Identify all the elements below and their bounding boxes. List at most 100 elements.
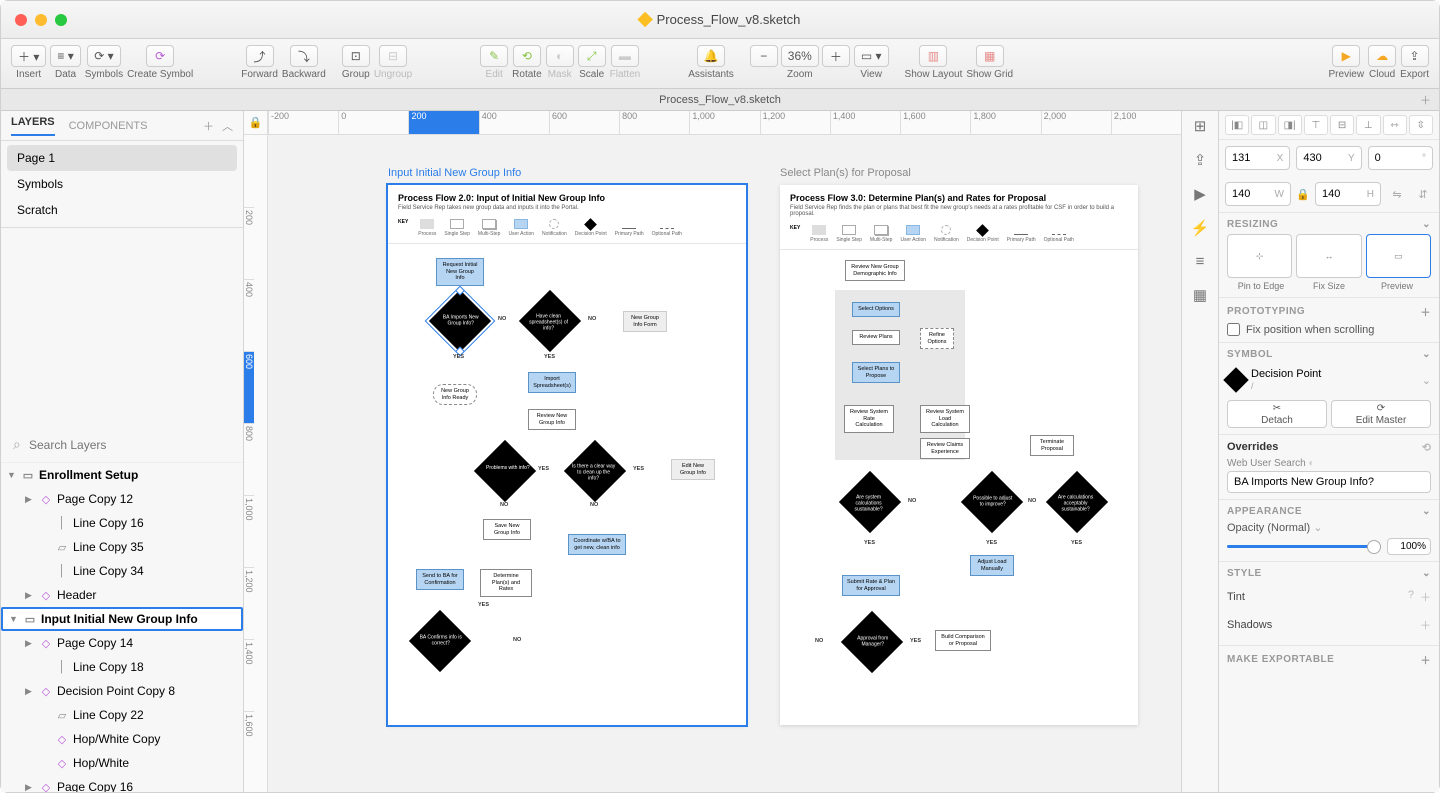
assistants-button[interactable]: 🔔 [697,45,726,67]
search-layers-input[interactable] [9,434,235,456]
preview-button[interactable]: ▶ [1332,45,1360,67]
tab-layers[interactable]: LAYERS [11,116,55,136]
artboard-select-plans[interactable]: Select Plan(s) for Proposal Process Flow… [780,185,1138,725]
detach-button[interactable]: ✂Detach [1227,400,1327,428]
layer-row[interactable]: ▼▭Enrollment Setup [1,463,243,487]
zoom-out-button[interactable]: − [750,45,778,67]
override-input[interactable] [1227,471,1431,493]
chevron-down-icon[interactable]: ⌄ [1422,349,1431,360]
layer-row[interactable]: ▶◇Header [1,583,243,607]
upload-icon[interactable]: ⇪ [1194,151,1207,169]
add-icon[interactable]: ＋ [1420,589,1431,605]
align-vcenter-icon[interactable]: ⊟ [1330,115,1354,135]
rotate-button[interactable]: ⟲ [513,45,541,67]
reset-icon[interactable]: ⟲ [1422,441,1431,454]
grid-icon[interactable]: ▦ [1193,286,1207,304]
show-layout-button[interactable]: ▥ [919,45,947,67]
symbol-selector[interactable]: Decision Point/ ⌄ [1227,364,1431,396]
canvas-area[interactable]: 🔒 -20002004006008001,0001,2001,4001,6001… [244,111,1181,792]
layer-row[interactable]: │Line Copy 16 [1,511,243,535]
align-hcenter-icon[interactable]: ◫ [1251,115,1275,135]
layer-row[interactable]: ▶◇Page Copy 14 [1,631,243,655]
layer-row[interactable]: │Line Copy 18 [1,655,243,679]
layer-row[interactable]: ◇Hop/White [1,751,243,775]
fix-position-checkbox[interactable]: Fix position when scrolling [1227,323,1431,336]
forward-button[interactable]: ⤴ [246,45,274,67]
layer-row[interactable]: ▼▭Input Initial New Group Info [1,607,243,631]
group-button[interactable]: ⊡ [342,45,370,67]
align-right-icon[interactable]: ◨| [1278,115,1302,135]
ruler-lock-icon[interactable]: 🔒 [244,111,268,135]
close-icon[interactable] [15,14,27,26]
edit-master-button[interactable]: ⟳Edit Master [1331,400,1431,428]
width-input[interactable]: 140W [1225,182,1291,206]
tab-components[interactable]: COMPONENTS [69,120,148,132]
chevron-down-icon[interactable]: ⌄ [1422,219,1431,230]
create-symbol-button[interactable]: ⟳ [146,45,174,67]
distribute-v-icon[interactable]: ⇳ [1409,115,1433,135]
zoom-value[interactable]: 36% [781,45,819,67]
show-grid-button[interactable]: ▦ [976,45,1004,67]
backward-button[interactable]: ⤵ [290,45,318,67]
page-item[interactable]: Page 1 [7,145,237,171]
opacity-value[interactable]: 100% [1387,538,1431,555]
align-left-icon[interactable]: |◧ [1225,115,1249,135]
page-item[interactable]: Scratch [7,197,237,223]
edit-button[interactable]: ✎ [480,45,508,67]
ungroup-button[interactable]: ⊟ [379,45,407,67]
resize-preview-button[interactable]: ▭ [1366,234,1431,278]
scale-button[interactable]: ⤢ [578,45,606,67]
artboard-title[interactable]: Select Plan(s) for Proposal [780,167,911,179]
add-tab-button[interactable]: ＋ [1420,92,1431,108]
lock-aspect-icon[interactable]: 🔒 [1297,182,1309,206]
add-icon[interactable]: ＋ [1421,304,1432,319]
bolt-icon[interactable]: ⚡ [1191,219,1210,237]
data-button[interactable]: ≡ ▾ [50,45,80,67]
add-icon[interactable]: ＋ [1420,617,1431,633]
flip-h-icon[interactable]: ⇋ [1387,182,1407,206]
zoom-in-button[interactable]: ＋ [822,45,850,67]
layer-row[interactable]: ▶◇Page Copy 16 [1,775,243,792]
collapse-icon[interactable]: ︿ [222,118,233,134]
symbols-button[interactable]: ⟳ ▾ [87,45,120,67]
add-icon[interactable]: ＋ [1421,652,1432,667]
x-input[interactable]: 131X [1225,146,1290,170]
maximize-icon[interactable] [55,14,67,26]
rotation-input[interactable]: 0° [1368,146,1433,170]
layer-row[interactable]: ◇Hop/White Copy [1,727,243,751]
fix-size-button[interactable]: ↔ [1296,234,1361,278]
page-item[interactable]: Symbols [7,171,237,197]
artboard-input-initial[interactable]: Input Initial New Group Info Process Flo… [388,185,746,725]
document-tab[interactable]: Process_Flow_v8.sketch [659,94,781,106]
y-input[interactable]: 430Y [1296,146,1361,170]
flatten-button[interactable]: ▬ [611,45,639,67]
chevron-down-icon[interactable]: ⌄ [1422,506,1431,517]
layer-row[interactable]: ▱Line Copy 22 [1,703,243,727]
add-page-icon[interactable]: ＋ [203,118,214,134]
minimize-icon[interactable] [35,14,47,26]
layer-row[interactable]: ▱Line Copy 35 [1,535,243,559]
chevron-down-icon[interactable]: ⌄ [1422,568,1431,579]
artboard-title[interactable]: Input Initial New Group Info [388,167,521,179]
play-icon[interactable]: ▶ [1194,185,1206,203]
align-top-icon[interactable]: ⊤ [1304,115,1328,135]
layer-row[interactable]: ▶◇Decision Point Copy 8 [1,679,243,703]
flip-v-icon[interactable]: ⇵ [1413,182,1433,206]
layer-row[interactable]: │Line Copy 34 [1,559,243,583]
align-bottom-icon[interactable]: ⊥ [1356,115,1380,135]
flow-decision-selected[interactable]: BA Imports New Group Info? [429,290,491,352]
height-input[interactable]: 140H [1315,182,1381,206]
mask-button[interactable]: ◐ [546,45,574,67]
export-button[interactable]: ⇪ [1401,45,1429,67]
view-button[interactable]: ▭ ▾ [854,45,889,67]
insert-button[interactable]: ＋ ▾ [11,45,46,67]
distribute-h-icon[interactable]: ⇿ [1383,115,1407,135]
components-icon[interactable]: ⊞ [1194,117,1207,135]
help-icon[interactable]: ? [1408,589,1414,605]
pin-to-edge-button[interactable]: ⊹ [1227,234,1292,278]
opacity-slider[interactable] [1227,545,1381,548]
cloud-button[interactable]: ☁ [1368,45,1396,67]
list-icon[interactable]: ≡ [1196,253,1205,270]
layer-row[interactable]: ▶◇Page Copy 12 [1,487,243,511]
chevron-down-icon[interactable]: ⌄ [1422,374,1431,387]
